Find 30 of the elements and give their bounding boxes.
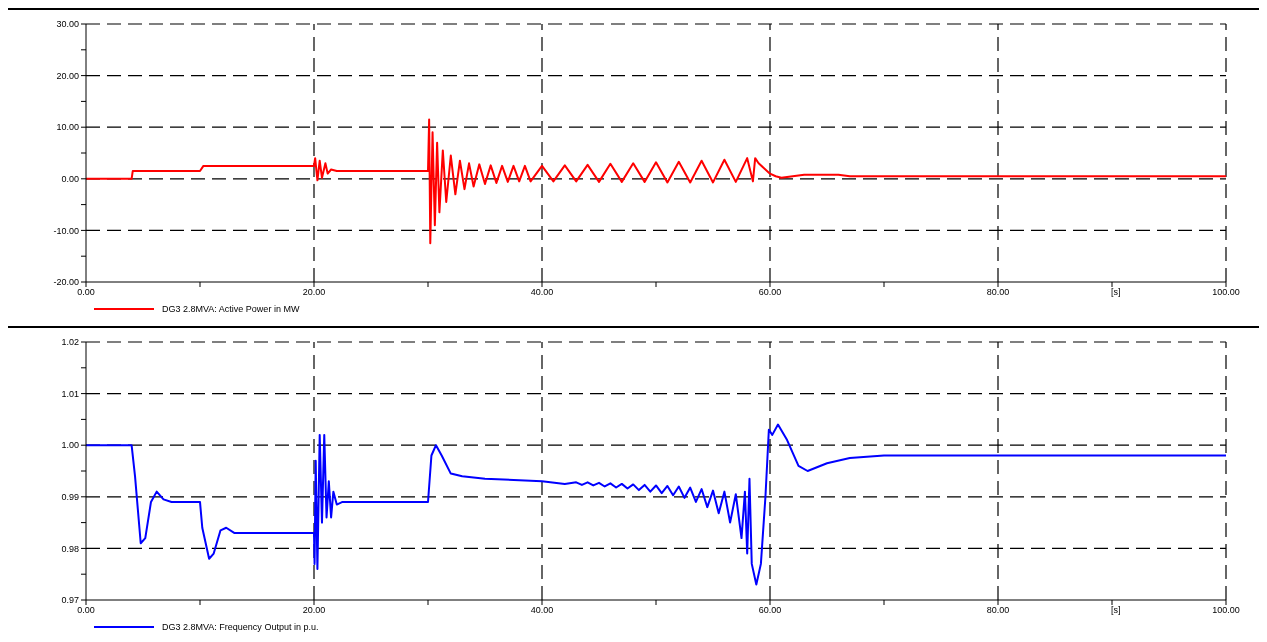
x-tick-label: 40.00 (530, 605, 554, 616)
y-tick-label: -20.00 (53, 277, 79, 288)
line-series (86, 423, 1226, 586)
x-axis-title: [s] (1111, 605, 1121, 615)
y-tick-label: 0.98 (61, 543, 79, 554)
text: DG3 2.8MVA: Active Power in MW (162, 304, 300, 314)
y-tick-label: 0.00 (61, 174, 79, 184)
y-tick-label: -10.00 (53, 225, 79, 236)
y-tick-label: 1.02 (61, 337, 79, 348)
x-tick-label: 20.00 (302, 605, 326, 616)
x-tick-label: 40.00 (530, 287, 554, 298)
x-tick-label: 80.00 (986, 287, 1010, 298)
text: DG3 2.8MVA: Frequency Output in p.u. (162, 622, 319, 632)
x-tick-label: 60.00 (758, 605, 782, 616)
x-tick-label: 100.00 (1212, 605, 1240, 616)
x-tick-label: 60.00 (758, 287, 782, 298)
y-tick-label: 1.00 (61, 440, 79, 451)
y-tick-label: 10.00 (56, 122, 79, 133)
x-axis-title: [s] (1111, 287, 1121, 297)
y-tick-label: 0.97 (61, 595, 79, 606)
x-tick-label: 100.00 (1212, 287, 1240, 298)
x-tick-label: 0.00 (77, 287, 95, 298)
x-tick-label: 0.00 (77, 605, 95, 616)
y-tick-label: 30.00 (56, 19, 79, 30)
x-tick-label: 80.00 (986, 605, 1010, 616)
x-tick-label: 20.00 (302, 287, 326, 298)
y-tick-label: 1.01 (61, 388, 79, 399)
y-tick-label: 0.99 (61, 491, 79, 502)
line-series (86, 118, 1226, 245)
y-tick-label: 20.00 (56, 70, 79, 81)
